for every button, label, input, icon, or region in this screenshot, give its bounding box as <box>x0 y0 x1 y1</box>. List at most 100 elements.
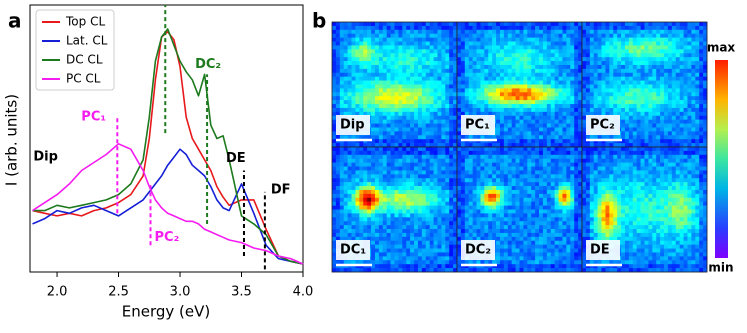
map-pixel <box>402 53 406 57</box>
map-pixel <box>340 61 344 65</box>
map-pixel <box>633 88 637 92</box>
map-pixel <box>410 198 414 202</box>
map-pixel <box>562 120 566 124</box>
map-pixel <box>371 73 375 77</box>
map-pixel <box>348 206 352 210</box>
map-pixel <box>418 167 422 171</box>
map-pixel <box>570 42 574 46</box>
map-pixel <box>418 159 422 163</box>
map-pixel <box>684 96 688 100</box>
map-pixel <box>609 45 613 49</box>
map-pixel <box>641 139 645 143</box>
map-pixel <box>340 53 344 57</box>
map-pixel <box>543 85 547 89</box>
map-pixel <box>434 104 438 108</box>
map-pixel <box>559 237 563 241</box>
map-pixel <box>355 88 359 92</box>
map-pixel <box>535 96 539 100</box>
map-pixel <box>387 69 391 73</box>
map-pixel <box>602 92 606 96</box>
map-pixel <box>355 69 359 73</box>
map-pixel <box>590 61 594 65</box>
map-pixel <box>383 206 387 210</box>
map-pixel <box>488 26 492 30</box>
map-pixel <box>473 186 477 190</box>
map-pixel <box>340 65 344 69</box>
map-pixel <box>344 42 348 46</box>
map-pixel <box>555 81 559 85</box>
map-pixel <box>480 69 484 73</box>
map-pixel <box>516 221 520 225</box>
map-pixel <box>375 186 379 190</box>
map-pixel <box>406 198 410 202</box>
map-pixel <box>625 49 629 53</box>
map-pixel <box>562 194 566 198</box>
map-pixel <box>477 202 481 206</box>
map-pixel <box>391 127 395 131</box>
map-pixel <box>402 260 406 264</box>
map-pixel <box>680 120 684 124</box>
map-pixel <box>480 88 484 92</box>
map-pixel <box>500 108 504 112</box>
map-pixel <box>430 124 434 128</box>
map-pixel <box>562 174 566 178</box>
map-pixel <box>527 186 531 190</box>
map-pixel <box>531 65 535 69</box>
map-pixel <box>687 45 691 49</box>
map-pixel <box>527 49 531 53</box>
map-pixel <box>383 61 387 65</box>
map-pixel <box>676 81 680 85</box>
map-pixel <box>332 237 336 241</box>
map-pixel <box>398 190 402 194</box>
map-pixel <box>543 178 547 182</box>
map-pixel <box>609 53 613 57</box>
map-pixel <box>371 104 375 108</box>
map-pixel <box>660 45 664 49</box>
map-pixel <box>414 38 418 42</box>
map-pixel <box>527 38 531 42</box>
map-pixel <box>367 57 371 61</box>
map-pixel <box>465 77 469 81</box>
map-pixel <box>559 202 563 206</box>
map-pixel <box>344 213 348 217</box>
map-pixel <box>375 206 379 210</box>
map-pixel <box>512 147 516 151</box>
map-pixel <box>609 65 613 69</box>
map-pixel <box>336 221 340 225</box>
map-pixel <box>625 96 629 100</box>
map-pixel <box>555 225 559 229</box>
map-pixel <box>566 112 570 116</box>
map-pixel <box>582 92 586 96</box>
map-pixel <box>344 38 348 42</box>
map-pixel <box>602 49 606 53</box>
map-pixel <box>461 57 465 61</box>
map-pixel <box>668 127 672 131</box>
map-pixel <box>559 127 563 131</box>
map-pixel <box>543 217 547 221</box>
map-pixel <box>461 167 465 171</box>
map-pixel <box>523 178 527 182</box>
map-pixel <box>430 252 434 256</box>
map-pixel <box>500 96 504 100</box>
map-pixel <box>625 124 629 128</box>
map-pixel <box>695 112 699 116</box>
map-pixel <box>555 233 559 237</box>
map-pixel <box>398 174 402 178</box>
map-pixel <box>527 210 531 214</box>
map-pixel <box>344 100 348 104</box>
map-pixel <box>473 77 477 81</box>
map-pixel <box>656 42 660 46</box>
map-pixel <box>516 22 520 26</box>
map-pixel <box>605 96 609 100</box>
map-pixel <box>426 108 430 112</box>
map-pixel <box>418 120 422 124</box>
map-pixel <box>418 229 422 233</box>
map-pixel <box>430 151 434 155</box>
map-pixel <box>523 104 527 108</box>
map-pixel <box>457 194 461 198</box>
map-pixel <box>469 198 473 202</box>
map-pixel <box>496 57 500 61</box>
map-pixel <box>430 163 434 167</box>
y-axis-label: I (arb. units) <box>3 94 21 186</box>
map-pixel <box>523 233 527 237</box>
